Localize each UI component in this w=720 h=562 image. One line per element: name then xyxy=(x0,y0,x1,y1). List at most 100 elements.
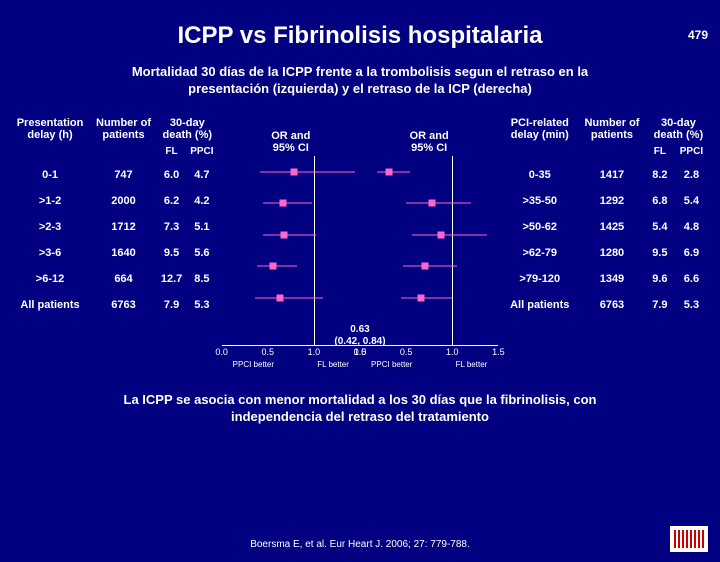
lh-c3a: 30-day xyxy=(170,117,205,129)
page-title: ICPP vs Fibrinolisis hospitalaria xyxy=(0,22,720,50)
rh-c1b: delay (min) xyxy=(511,129,569,141)
lh-ppci: PPCI xyxy=(186,146,217,162)
cell: 6.2 xyxy=(157,188,186,214)
table-row: >50-6214255.44.8 xyxy=(502,214,710,240)
cell: 664 xyxy=(90,266,157,292)
lh-c1b: delay (h) xyxy=(27,129,72,141)
page-number: 479 xyxy=(688,28,708,42)
lh-c3b: death (%) xyxy=(163,129,213,141)
forest-point xyxy=(385,168,392,175)
table-row: >6-1266412.78.5 xyxy=(10,266,218,292)
lh-fl: FL xyxy=(157,146,186,162)
cell: 7.9 xyxy=(647,292,673,318)
rh-c3b: death (%) xyxy=(654,129,704,141)
rh-c2a: Number of xyxy=(584,117,639,129)
footer-line2: independencia del retraso del tratamient… xyxy=(231,409,489,424)
cell: All patients xyxy=(10,292,90,318)
cell: 5.4 xyxy=(673,188,710,214)
cell: >6-12 xyxy=(10,266,90,292)
cell: 6.0 xyxy=(157,162,186,188)
cell: 0-1 xyxy=(10,162,90,188)
subtitle-line2: presentación (izquierda) y el retraso de… xyxy=(188,81,532,96)
cell: 6763 xyxy=(577,292,647,318)
cell: 5.3 xyxy=(186,292,217,318)
cell: 12.7 xyxy=(157,266,186,292)
forest-point xyxy=(417,294,424,301)
cell: >62-79 xyxy=(502,240,577,266)
cell: 9.6 xyxy=(647,266,673,292)
forest-point xyxy=(438,231,445,238)
cell: 4.2 xyxy=(186,188,217,214)
axis-tick: 0.0 xyxy=(215,347,228,357)
cell: 7.3 xyxy=(157,214,186,240)
table-row: >62-7912809.56.9 xyxy=(502,240,710,266)
axis-tick: 0.5 xyxy=(400,347,413,357)
cell: 4.7 xyxy=(186,162,217,188)
table-row: 0-17476.04.7 xyxy=(10,162,218,188)
cell: 9.5 xyxy=(157,240,186,266)
cell: >1-2 xyxy=(10,188,90,214)
logo-icon xyxy=(674,530,704,548)
cell: 0-35 xyxy=(502,162,577,188)
cell: >2-3 xyxy=(10,214,90,240)
table-row: All patients67637.95.3 xyxy=(502,292,710,318)
cell: >35-50 xyxy=(502,188,577,214)
forest-point xyxy=(270,263,277,270)
forest-point xyxy=(421,263,428,270)
axis-tick: 1.0 xyxy=(308,347,321,357)
cell: 1417 xyxy=(577,162,647,188)
subtitle: Mortalidad 30 días de la ICPP frente a l… xyxy=(0,64,720,98)
table-row: All patients67637.95.3 xyxy=(10,292,218,318)
cell: 8.5 xyxy=(186,266,217,292)
cell: >50-62 xyxy=(502,214,577,240)
ppci-better-l: PPCI better xyxy=(233,360,274,369)
cell: 7.9 xyxy=(157,292,186,318)
main-content: Presentationdelay (h) Number ofpatients … xyxy=(0,112,720,372)
rh-fl: FL xyxy=(647,146,673,162)
cell: 6.6 xyxy=(673,266,710,292)
cell: 6.8 xyxy=(647,188,673,214)
table-row: 0-3514178.22.8 xyxy=(502,162,710,188)
table-row: >1-220006.24.2 xyxy=(10,188,218,214)
cell: 6763 xyxy=(90,292,157,318)
fp-head-l2: 95% CI xyxy=(222,142,360,154)
pooled-or: 0.63 xyxy=(350,324,369,335)
footer-line1: La ICPP se asocia con menor mortalidad a… xyxy=(124,392,597,407)
cell: 5.3 xyxy=(673,292,710,318)
forest-plot: OR and 95% CI 0.00.51.01.5 PPCI better F… xyxy=(222,112,499,372)
cell: 2.8 xyxy=(673,162,710,188)
table-row: >79-12013499.66.6 xyxy=(502,266,710,292)
left-table: Presentationdelay (h) Number ofpatients … xyxy=(10,112,218,372)
cell: >3-6 xyxy=(10,240,90,266)
table-row: >35-5012926.85.4 xyxy=(502,188,710,214)
cell: 2000 xyxy=(90,188,157,214)
lh-c2a: Number of xyxy=(96,117,151,129)
cell: 747 xyxy=(90,162,157,188)
rh-c3a: 30-day xyxy=(661,117,696,129)
right-table: PCI-relateddelay (min) Number ofpatients… xyxy=(502,112,710,372)
cell: 8.2 xyxy=(647,162,673,188)
axis-tick: 1.0 xyxy=(446,347,459,357)
fp-head-r1: OR and xyxy=(360,130,498,142)
pooled-ci: (0.42, 0.84) xyxy=(334,336,385,347)
rh-c1a: PCI-related xyxy=(511,117,569,129)
footer-text: La ICPP se asocia con menor mortalidad a… xyxy=(0,392,720,426)
cell: All patients xyxy=(502,292,577,318)
fl-better-r: FL better xyxy=(456,360,488,369)
forest-point xyxy=(290,168,297,175)
cell: 4.8 xyxy=(673,214,710,240)
subtitle-line1: Mortalidad 30 días de la ICPP frente a l… xyxy=(132,64,588,79)
cell: 1425 xyxy=(577,214,647,240)
cell: >79-120 xyxy=(502,266,577,292)
table-row: >2-317127.35.1 xyxy=(10,214,218,240)
forest-point xyxy=(276,294,283,301)
fp-head-l1: OR and xyxy=(222,130,360,142)
logo xyxy=(670,526,708,552)
pooled-estimate: 0.63 (0.42, 0.84) xyxy=(320,324,400,348)
lh-c2b: patients xyxy=(102,129,144,141)
cell: 1349 xyxy=(577,266,647,292)
forest-point xyxy=(428,200,435,207)
rh-ppci: PPCI xyxy=(673,146,710,162)
axis-tick: 0.5 xyxy=(261,347,274,357)
axis-tick: 0.0 xyxy=(354,347,367,357)
